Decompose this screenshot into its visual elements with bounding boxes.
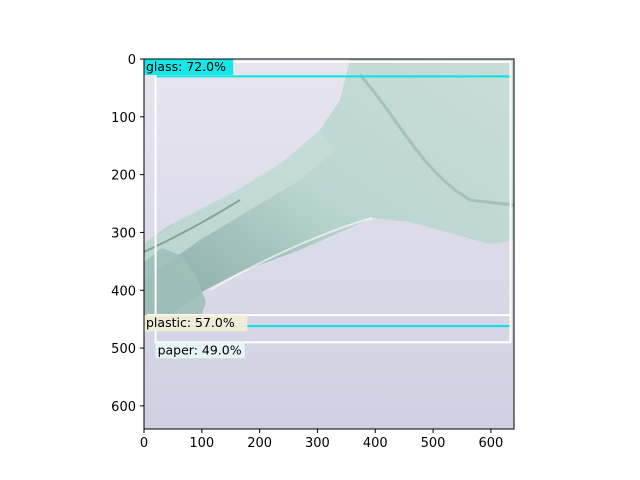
y-axis: 0 100 200 300 400 500 600 [111,53,144,415]
y-tick-label: 100 [111,111,136,126]
x-tick-label: 600 [478,436,503,451]
x-tick-label: 200 [247,436,272,451]
y-tick-label: 300 [111,226,136,241]
paper-label: paper: 49.0% [158,342,242,357]
x-tick-label: 300 [305,436,330,451]
photo [144,59,514,429]
x-tick-label: 500 [421,436,446,451]
bottle-shade [358,74,514,207]
detection-layer: glass: 72.0% plastic: 57.0% paper: 49.0% [144,59,512,359]
x-axis: 0 100 200 300 400 500 600 [140,429,503,451]
y-tick-label: 600 [111,400,136,415]
x-tick-label: 0 [140,436,148,451]
y-tick-label: 200 [111,169,136,184]
plastic-label-bg [144,315,248,332]
bottle-lip [144,248,206,322]
y-tick-label: 500 [111,342,136,357]
glass-label-bg [144,59,234,75]
glass-label: glass: 72.0% [146,59,226,74]
axes-frame [143,58,515,430]
bottle-body [144,59,514,326]
bottle-neck [144,130,335,278]
paper-label-bg [155,342,245,359]
bottle-edge [209,217,373,291]
bottle-dark-edge [144,199,241,253]
x-tick-label: 100 [189,436,214,451]
paper-box [154,60,512,344]
x-tick-label: 400 [363,436,388,451]
y-tick-label: 0 [128,53,136,68]
y-tick-label: 400 [111,284,136,299]
plastic-label: plastic: 57.0% [146,315,235,330]
